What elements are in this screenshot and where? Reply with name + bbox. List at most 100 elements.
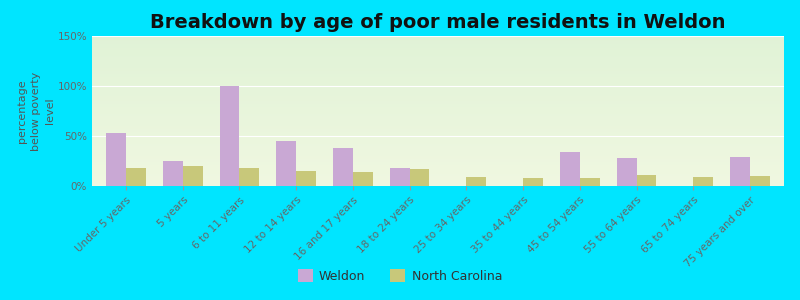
Bar bbox=[92, 61, 784, 63]
Bar bbox=[92, 70, 784, 72]
Bar bbox=[92, 174, 784, 176]
Bar bbox=[92, 158, 784, 159]
Bar bbox=[410, 169, 430, 186]
Bar bbox=[92, 160, 784, 162]
Bar bbox=[92, 40, 784, 42]
Bar bbox=[730, 157, 750, 186]
Bar bbox=[466, 177, 486, 186]
Bar bbox=[92, 144, 784, 146]
Bar bbox=[92, 48, 784, 50]
Bar bbox=[523, 178, 543, 186]
Legend: Weldon, North Carolina: Weldon, North Carolina bbox=[293, 264, 507, 288]
Bar bbox=[239, 168, 259, 186]
Bar bbox=[92, 153, 784, 154]
Bar bbox=[92, 56, 784, 57]
Bar bbox=[92, 156, 784, 158]
Bar bbox=[92, 72, 784, 74]
Bar bbox=[92, 118, 784, 120]
Bar bbox=[92, 75, 784, 76]
Bar bbox=[92, 82, 784, 84]
Bar bbox=[92, 108, 784, 110]
Bar bbox=[92, 64, 784, 66]
Bar bbox=[560, 152, 580, 186]
Bar bbox=[92, 172, 784, 174]
Bar bbox=[92, 112, 784, 114]
Bar bbox=[92, 58, 784, 60]
Bar bbox=[694, 177, 713, 186]
Bar bbox=[92, 152, 784, 153]
Bar bbox=[92, 146, 784, 147]
Bar bbox=[92, 76, 784, 78]
Bar bbox=[92, 141, 784, 142]
Bar bbox=[92, 88, 784, 90]
Bar bbox=[92, 120, 784, 122]
Y-axis label: percentage
below poverty
level: percentage below poverty level bbox=[17, 71, 54, 151]
Title: Breakdown by age of poor male residents in Weldon: Breakdown by age of poor male residents … bbox=[150, 13, 726, 32]
Bar bbox=[333, 148, 353, 186]
Bar bbox=[92, 36, 784, 38]
Bar bbox=[92, 46, 784, 48]
Bar bbox=[92, 102, 784, 104]
Bar bbox=[92, 57, 784, 58]
Bar bbox=[92, 171, 784, 172]
Bar bbox=[92, 87, 784, 88]
Bar bbox=[92, 80, 784, 81]
Bar bbox=[92, 176, 784, 177]
Bar bbox=[92, 140, 784, 141]
Bar bbox=[92, 150, 784, 152]
Bar bbox=[750, 176, 770, 186]
Bar bbox=[92, 84, 784, 86]
Bar bbox=[92, 69, 784, 70]
Bar bbox=[92, 105, 784, 106]
Bar bbox=[92, 52, 784, 54]
Bar bbox=[92, 94, 784, 96]
Bar bbox=[92, 100, 784, 102]
Bar bbox=[92, 111, 784, 112]
Bar bbox=[92, 159, 784, 160]
Bar bbox=[92, 66, 784, 68]
Bar bbox=[92, 39, 784, 40]
Bar bbox=[92, 124, 784, 126]
Bar bbox=[92, 106, 784, 108]
Bar bbox=[92, 183, 784, 184]
Bar bbox=[617, 158, 637, 186]
Bar bbox=[92, 93, 784, 94]
Bar bbox=[92, 45, 784, 46]
Bar bbox=[92, 134, 784, 135]
Bar bbox=[92, 164, 784, 165]
Bar bbox=[92, 178, 784, 180]
Bar bbox=[92, 148, 784, 150]
Bar bbox=[92, 81, 784, 82]
Bar bbox=[92, 162, 784, 164]
Bar bbox=[92, 54, 784, 56]
Bar bbox=[92, 177, 784, 178]
Bar bbox=[182, 166, 202, 186]
Bar bbox=[92, 168, 784, 170]
Bar bbox=[92, 167, 784, 168]
Bar bbox=[92, 63, 784, 64]
Bar bbox=[92, 42, 784, 44]
Bar bbox=[92, 110, 784, 111]
Bar bbox=[390, 168, 410, 186]
Bar bbox=[637, 175, 656, 186]
Bar bbox=[92, 169, 784, 171]
Bar bbox=[92, 99, 784, 100]
Bar bbox=[92, 123, 784, 124]
Bar bbox=[92, 147, 784, 148]
Bar bbox=[92, 60, 784, 61]
Bar bbox=[92, 122, 784, 123]
Bar bbox=[92, 132, 784, 134]
Bar bbox=[580, 178, 600, 186]
Bar bbox=[92, 135, 784, 136]
Bar bbox=[92, 103, 784, 105]
Bar bbox=[92, 38, 784, 39]
Bar bbox=[92, 85, 784, 87]
Bar bbox=[92, 180, 784, 182]
Bar bbox=[106, 133, 126, 186]
Bar bbox=[92, 78, 784, 80]
Bar bbox=[92, 126, 784, 128]
Bar bbox=[92, 68, 784, 69]
Bar bbox=[92, 182, 784, 183]
Bar bbox=[92, 92, 784, 93]
Bar bbox=[92, 154, 784, 156]
